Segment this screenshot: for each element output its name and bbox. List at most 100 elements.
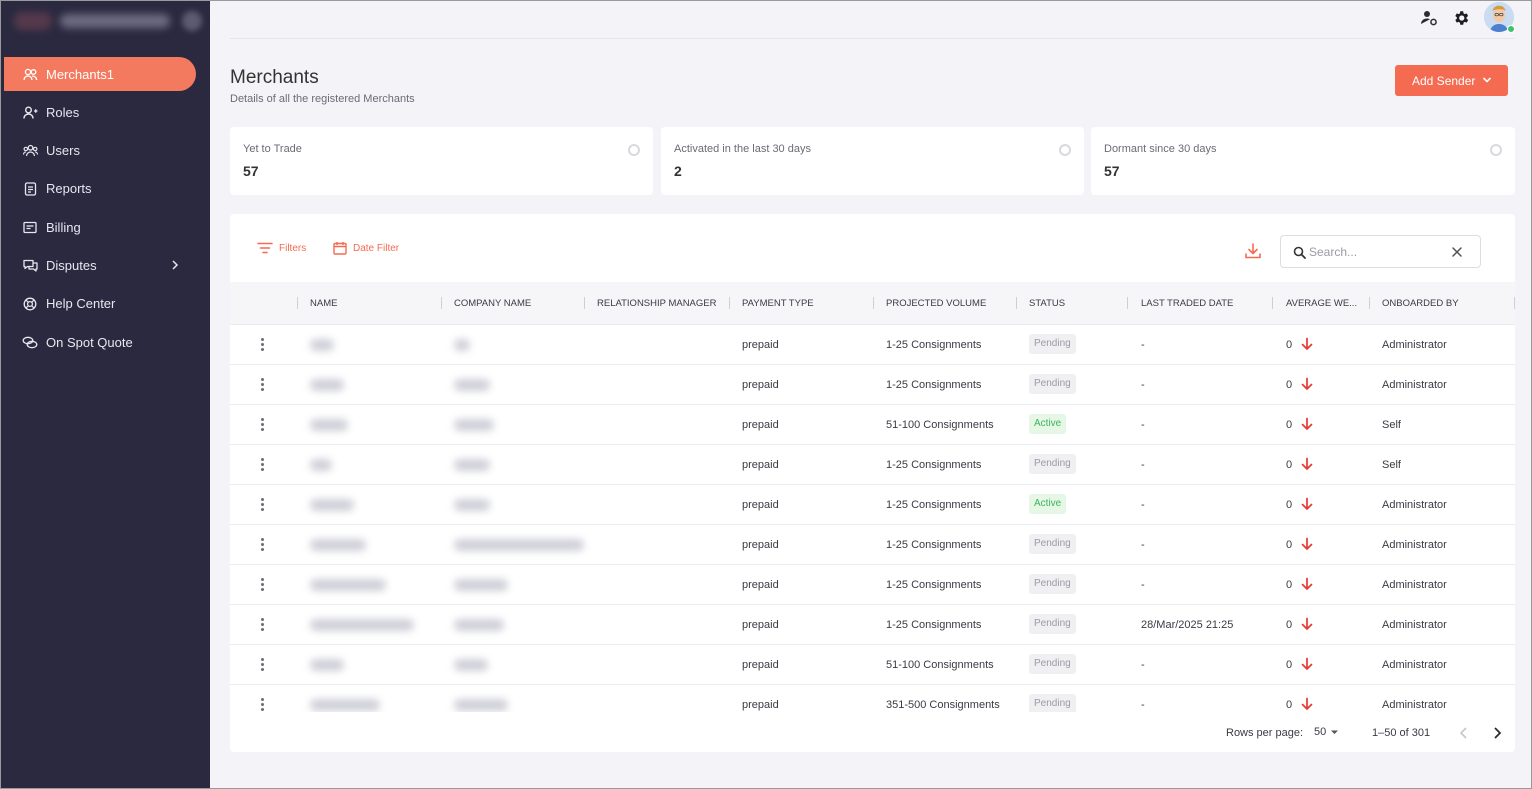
page-subtitle: Details of all the registered Merchants (230, 93, 415, 105)
average-weight-cell: 0 (1286, 339, 1293, 351)
company-name-redacted (454, 539, 584, 551)
merchant-name-redacted (310, 499, 354, 511)
caret-down-icon (1331, 730, 1339, 734)
company-name-redacted (454, 619, 504, 631)
filters-label: Filters (279, 242, 307, 254)
last-traded-date-cell: - (1141, 659, 1145, 671)
table-row[interactable]: prepaid 351-500 Consignments Pending - 0 Admi… (230, 685, 1515, 712)
trend-down-arrow-icon (1301, 457, 1313, 470)
row-actions-menu-icon[interactable] (259, 656, 265, 674)
table-row[interactable]: prepaid 1-25 Consignments Pending - 0 Adminis… (230, 565, 1515, 605)
download-icon[interactable] (1243, 241, 1263, 261)
user-switch-icon[interactable] (1420, 9, 1438, 27)
projected-volume-cell: 1-25 Consignments (886, 379, 982, 391)
last-traded-date-cell: - (1141, 499, 1145, 511)
search-input[interactable] (1309, 243, 1449, 261)
row-actions-menu-icon[interactable] (259, 536, 265, 554)
help-center-icon (22, 296, 38, 312)
column-header-average-weight[interactable]: AVERAGE WE... (1286, 298, 1358, 309)
rows-per-page-select[interactable]: 50 (1314, 726, 1342, 738)
column-header-status[interactable]: STATUS (1029, 298, 1066, 309)
column-header-last-traded-date[interactable]: LAST TRADED DATE (1141, 298, 1234, 309)
sidebar-item-label: Disputes (46, 257, 97, 273)
table-row[interactable]: prepaid 1-25 Consignments Pending - 0 Adminis… (230, 325, 1515, 365)
status-badge: Pending (1029, 374, 1076, 394)
pagination-range: 1–50 of 301 (1372, 727, 1431, 739)
trend-down-arrow-icon (1301, 377, 1313, 390)
projected-volume-cell: 1-25 Consignments (886, 459, 982, 471)
settings-gear-icon[interactable] (1452, 9, 1470, 27)
table-row[interactable]: prepaid 1-25 Consignments Pending 28/Mar/20… (230, 605, 1515, 645)
projected-volume-cell: 351-500 Consignments (886, 699, 1000, 711)
row-actions-menu-icon[interactable] (259, 456, 265, 474)
sidebar-item-users[interactable]: Users (4, 134, 196, 168)
trend-down-arrow-icon (1301, 497, 1313, 510)
stat-indicator-icon (628, 144, 640, 156)
sidebar-item-disputes[interactable]: Disputes (4, 248, 196, 282)
column-header-relationship-manager[interactable]: RELATIONSHIP MANAGER (597, 298, 717, 309)
company-name-redacted (454, 339, 470, 351)
average-weight-cell: 0 (1286, 459, 1293, 471)
merchant-name-redacted (310, 459, 332, 471)
trend-down-arrow-icon (1301, 617, 1313, 630)
row-actions-menu-icon[interactable] (259, 696, 265, 712)
sidebar-item-billing[interactable]: Billing (4, 210, 196, 244)
top-bar (210, 0, 1532, 38)
add-sender-button[interactable]: Add Sender (1395, 65, 1508, 96)
stat-label: Yet to Trade (243, 143, 302, 155)
average-weight-cell: 0 (1286, 419, 1293, 431)
row-actions-menu-icon[interactable] (259, 616, 265, 634)
company-name-redacted (454, 379, 490, 391)
row-actions-menu-icon[interactable] (259, 336, 265, 354)
sidebar-item-help-center[interactable]: Help Center (4, 287, 196, 321)
trend-down-arrow-icon (1301, 417, 1313, 430)
calendar-icon (333, 242, 347, 255)
row-actions-menu-icon[interactable] (259, 416, 265, 434)
sidebar-item-merchants1[interactable]: Merchants1 (4, 57, 196, 91)
row-actions-menu-icon[interactable] (259, 376, 265, 394)
row-actions-menu-icon[interactable] (259, 576, 265, 594)
next-page-icon[interactable] (1488, 724, 1506, 742)
filters-button[interactable]: Filters (257, 242, 306, 254)
row-actions-menu-icon[interactable] (259, 496, 265, 514)
projected-volume-cell: 1-25 Consignments (886, 539, 982, 551)
average-weight-cell: 0 (1286, 379, 1293, 391)
stat-card-activated: Activated in the last 30 days 2 (661, 127, 1084, 195)
sidebar-item-roles[interactable]: Roles (4, 95, 196, 129)
table-row[interactable]: prepaid 1-25 Consignments Pending - 0 Adminis… (230, 365, 1515, 405)
sidebar-item-on-spot-quote[interactable]: On Spot Quote (4, 325, 196, 359)
clear-search-icon[interactable] (1451, 246, 1463, 258)
status-badge: Pending (1029, 614, 1076, 634)
projected-volume-cell: 51-100 Consignments (886, 659, 994, 671)
status-badge: Active (1029, 494, 1067, 514)
table-row[interactable]: prepaid 51-100 Consignments Pending - 0 Admin… (230, 645, 1515, 685)
average-weight-cell: 0 (1286, 659, 1293, 671)
column-header-onboarded-by[interactable]: ONBOARDED BY (1382, 298, 1459, 309)
merchant-name-redacted (310, 339, 334, 351)
table-row[interactable]: prepaid 1-25 Consignments Active - 0 Administ… (230, 485, 1515, 525)
brand-logo[interactable] (8, 8, 204, 34)
table-row[interactable]: prepaid 51-100 Consignments Active - 0 Self (230, 405, 1515, 445)
column-header-payment-type[interactable]: PAYMENT TYPE (742, 298, 814, 309)
filter-icon (257, 242, 273, 254)
merchant-name-redacted (310, 579, 386, 591)
disputes-icon (22, 257, 38, 273)
column-header-projected-volume[interactable]: PROJECTED VOLUME (886, 298, 987, 309)
date-filter-button[interactable]: Date Filter (333, 241, 399, 255)
reports-icon (22, 181, 38, 197)
onboarded-by-cell: Administrator (1382, 619, 1447, 631)
online-status-dot (1507, 25, 1515, 33)
sidebar-item-reports[interactable]: Reports (4, 172, 196, 206)
stat-value: 57 (243, 163, 259, 179)
sidebar-item-label: Users (46, 143, 80, 159)
previous-page-icon[interactable] (1455, 724, 1473, 742)
status-badge: Pending (1029, 694, 1076, 712)
status-badge: Pending (1029, 654, 1076, 674)
column-header-name[interactable]: NAME (310, 298, 338, 309)
company-name-redacted (454, 419, 494, 431)
last-traded-date-cell: - (1141, 339, 1145, 351)
column-header-company-name[interactable]: COMPANY NAME (454, 298, 532, 309)
sidebar-item-label: Help Center (46, 296, 116, 312)
table-row[interactable]: prepaid 1-25 Consignments Pending - 0 Adminis… (230, 525, 1515, 565)
table-row[interactable]: prepaid 1-25 Consignments Pending - 0 Self (230, 445, 1515, 485)
